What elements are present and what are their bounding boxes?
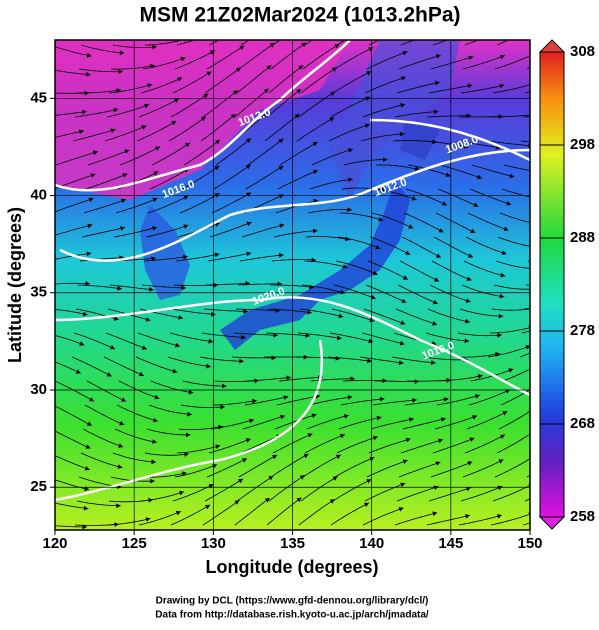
arrowhead	[469, 30, 474, 34]
colorbar-tick-label: 278	[570, 322, 595, 339]
arrowhead	[530, 113, 535, 118]
arrowhead	[531, 53, 536, 57]
y-axis-label: Latitude (degrees)	[5, 207, 25, 363]
chart-title: MSM 21Z02Mar2024 (1013.2hPa)	[140, 4, 461, 27]
x-tick-label: 145	[438, 535, 463, 552]
y-tick-label: 35	[30, 284, 47, 301]
arrowhead	[573, 193, 578, 198]
arrowhead	[531, 82, 536, 87]
colorbar-tick-label: 268	[570, 415, 595, 432]
arrowhead	[535, 384, 540, 388]
x-tick-label: 130	[201, 535, 226, 552]
arrowhead	[531, 306, 536, 311]
colorbar-tick-label: 258	[570, 508, 595, 525]
arrowhead	[501, 28, 506, 32]
colorbar-tick-label: 298	[570, 136, 595, 153]
arrowhead	[405, 27, 410, 32]
colorbar	[540, 52, 564, 517]
arrowhead	[575, 167, 580, 172]
arrowhead	[533, 287, 538, 292]
x-axis-label: Longitude (degrees)	[205, 557, 378, 577]
arrowhead	[564, 380, 569, 385]
x-tick-label: 140	[359, 535, 384, 552]
x-tick-label: 135	[280, 535, 305, 552]
arrowhead	[531, 25, 536, 29]
colorbar-extend-bottom	[540, 517, 564, 529]
arrowhead	[567, 259, 572, 264]
arrowhead	[571, 217, 576, 222]
arrowhead	[535, 267, 540, 272]
arrowhead	[567, 357, 572, 362]
colorbar-tick-label: 288	[570, 229, 595, 246]
x-tick-label: 120	[42, 535, 67, 552]
arrowhead	[214, 30, 219, 34]
footer: Data from http://database.rish.kyoto-u.a…	[155, 610, 429, 621]
arrowhead	[438, 29, 443, 34]
arrowhead	[562, 23, 567, 27]
arrowhead	[565, 279, 570, 284]
x-tick-label: 150	[517, 535, 542, 552]
y-tick-label: 30	[30, 381, 47, 398]
y-tick-label: 40	[30, 187, 47, 204]
streamline	[529, 23, 567, 45]
y-tick-label: 45	[30, 89, 47, 106]
arrowhead	[532, 407, 537, 411]
x-tick-label: 125	[122, 535, 147, 552]
footer: Drawing by DCL (https://www.gfd-dennou.o…	[156, 596, 429, 607]
colorbar-extend-top	[540, 40, 564, 52]
colorbar-tick-label: 308	[570, 43, 595, 60]
y-tick-label: 25	[30, 478, 47, 495]
